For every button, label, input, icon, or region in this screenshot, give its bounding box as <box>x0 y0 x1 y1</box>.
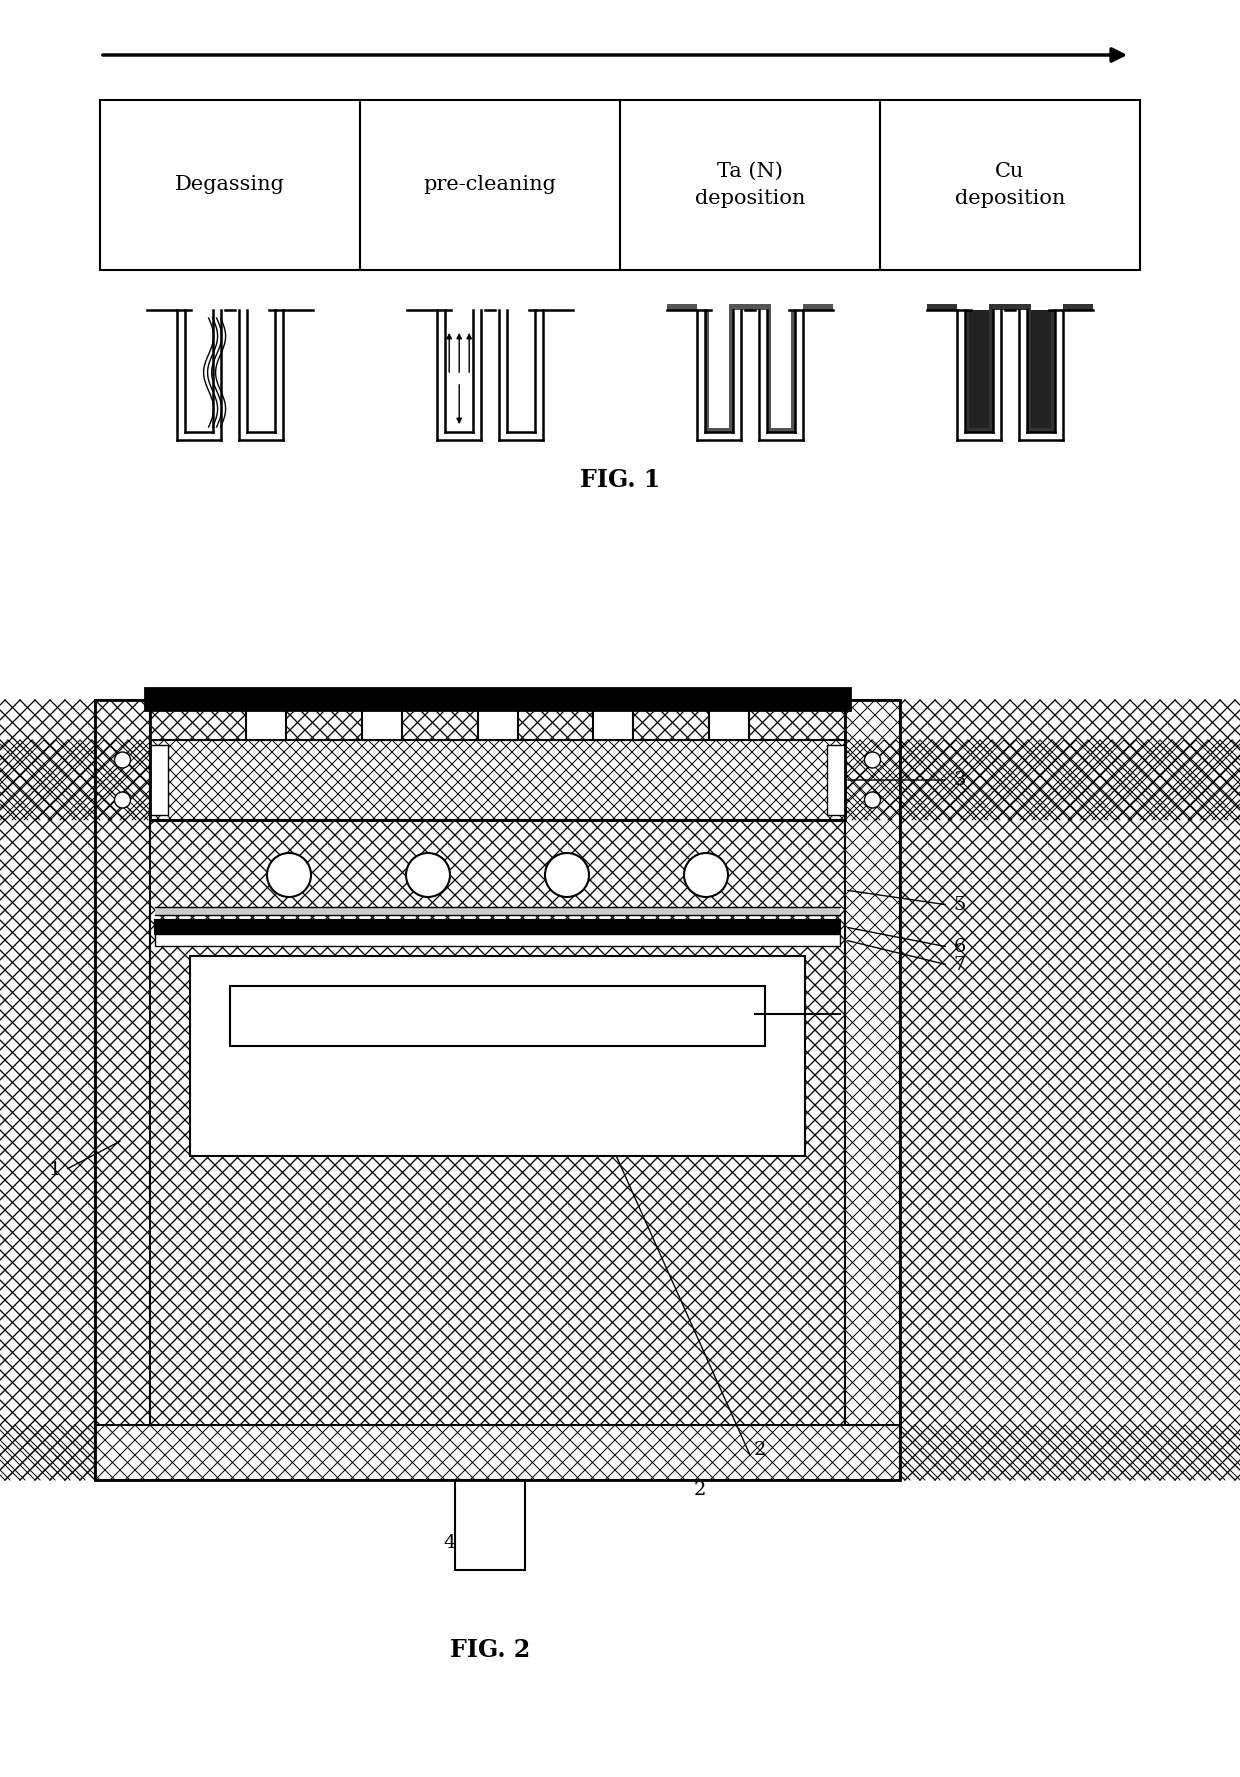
Bar <box>1050 309 1055 432</box>
Text: FIG. 2: FIG. 2 <box>450 1638 531 1661</box>
Circle shape <box>546 853 589 897</box>
Bar <box>150 700 844 819</box>
Bar <box>1027 428 1055 432</box>
Text: Ta (N)
deposition: Ta (N) deposition <box>694 162 805 208</box>
Circle shape <box>864 793 880 809</box>
Bar <box>844 700 900 1480</box>
Bar <box>95 700 900 1480</box>
Bar <box>1063 304 1092 309</box>
Bar <box>928 304 957 309</box>
Text: Cu
deposition: Cu deposition <box>955 162 1065 208</box>
Bar <box>965 309 970 432</box>
Bar <box>766 428 795 432</box>
Text: 5: 5 <box>954 896 966 913</box>
Bar <box>190 956 805 1157</box>
Bar <box>100 100 1140 270</box>
Text: 2: 2 <box>754 1441 766 1459</box>
Bar <box>455 1480 525 1571</box>
Bar <box>229 986 765 1047</box>
Bar <box>706 428 733 432</box>
Bar <box>706 309 709 432</box>
Bar <box>667 304 697 309</box>
Bar <box>150 700 844 1425</box>
Bar <box>1001 304 1032 309</box>
Bar <box>742 304 771 309</box>
Bar <box>593 711 634 739</box>
Text: 6: 6 <box>954 938 966 956</box>
Circle shape <box>114 752 130 768</box>
Text: Degassing: Degassing <box>175 176 285 194</box>
Bar <box>95 700 150 1480</box>
Bar <box>990 309 993 432</box>
Text: 3: 3 <box>954 771 966 789</box>
Text: 7: 7 <box>954 956 966 974</box>
Circle shape <box>114 793 130 809</box>
Text: 4: 4 <box>444 1534 456 1551</box>
Circle shape <box>405 853 450 897</box>
Bar <box>802 304 833 309</box>
Bar <box>729 309 733 432</box>
Bar <box>827 745 844 816</box>
Bar <box>709 711 749 739</box>
Bar <box>95 1425 900 1480</box>
Circle shape <box>864 752 880 768</box>
Bar <box>477 711 517 739</box>
Bar <box>791 309 795 432</box>
Circle shape <box>684 853 728 897</box>
Bar <box>150 745 167 816</box>
Bar <box>766 309 771 432</box>
Bar <box>155 935 839 945</box>
Bar <box>988 304 1019 309</box>
Bar <box>145 688 849 711</box>
Bar <box>155 920 839 935</box>
Text: 1: 1 <box>48 1160 61 1178</box>
Bar <box>965 428 993 432</box>
Bar <box>362 711 402 739</box>
Bar <box>729 304 759 309</box>
Bar <box>1027 309 1030 432</box>
Text: FIG. 1: FIG. 1 <box>580 467 660 492</box>
Bar <box>246 711 286 739</box>
Circle shape <box>267 853 311 897</box>
Text: pre-cleaning: pre-cleaning <box>424 176 557 194</box>
Bar <box>970 309 990 428</box>
Bar <box>150 739 844 819</box>
Text: 2: 2 <box>694 1480 707 1500</box>
Bar <box>1030 309 1050 428</box>
Bar <box>155 906 839 915</box>
